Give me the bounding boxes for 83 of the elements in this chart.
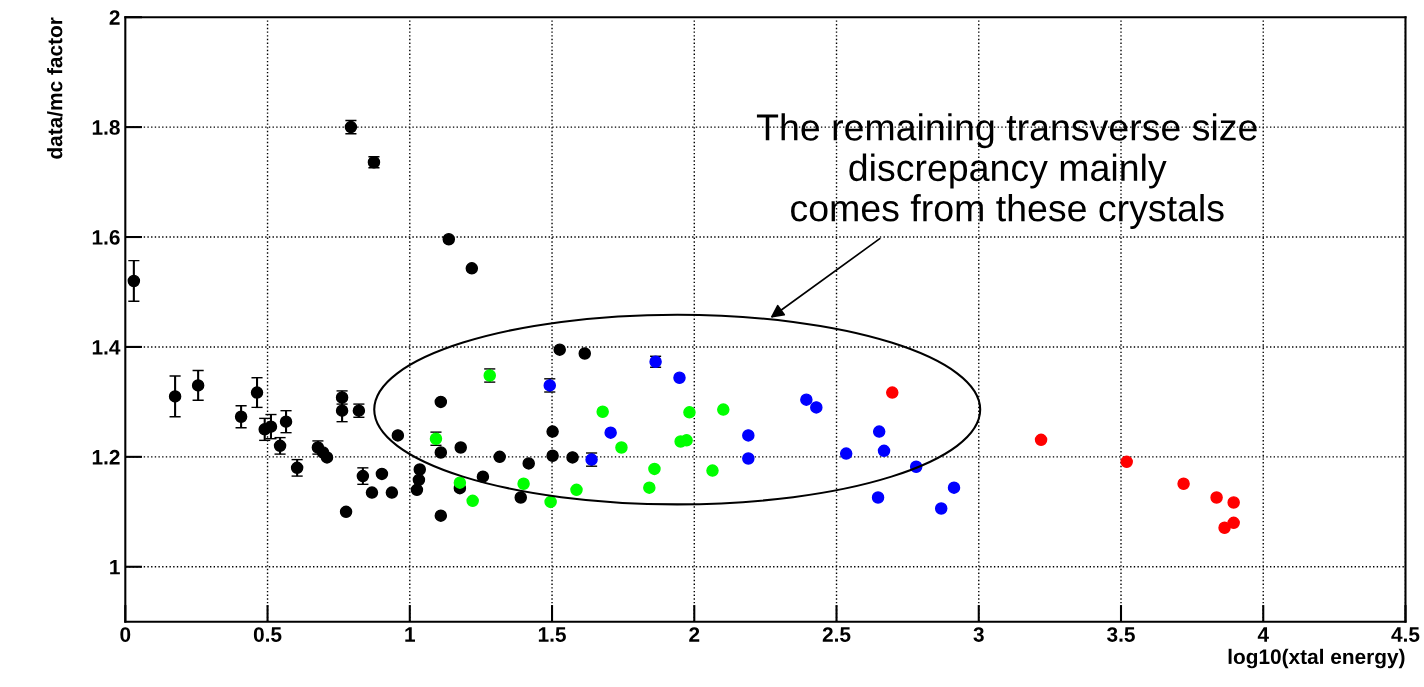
- point: [596, 405, 609, 419]
- point: [578, 347, 592, 360]
- point: [412, 473, 426, 487]
- point: [191, 379, 205, 392]
- point: [434, 395, 448, 409]
- point: [466, 494, 479, 508]
- point: [335, 404, 349, 417]
- point: [544, 495, 557, 509]
- point: [1227, 496, 1240, 509]
- point: [604, 426, 617, 439]
- point: [810, 401, 823, 414]
- point: [886, 386, 899, 399]
- point: [442, 232, 456, 246]
- point: [947, 481, 961, 494]
- point: [706, 464, 719, 477]
- x-tick-label: 0: [120, 627, 131, 642]
- point: [250, 386, 264, 399]
- x-tick-label: 2: [689, 627, 700, 642]
- x-tick-label: 0.5: [253, 627, 282, 642]
- y-tick-label: 1: [110, 559, 120, 575]
- point: [1210, 491, 1223, 504]
- y-axis-title: data/mc factor: [47, 17, 63, 159]
- point: [1034, 433, 1048, 447]
- point: [800, 393, 813, 406]
- point: [391, 429, 405, 442]
- x-axis-title: log10(xtal energy): [1228, 648, 1405, 669]
- y-tick-label: 2: [109, 10, 120, 25]
- point: [434, 446, 448, 459]
- point: [673, 371, 686, 384]
- point: [742, 429, 755, 442]
- annotation: The remaining transverse size discrepancy mainly comes from these crystals: [756, 113, 1257, 229]
- x-tick-label: 3.5: [1107, 627, 1135, 642]
- point: [514, 491, 527, 504]
- y-tick-label: 1.2: [92, 449, 120, 465]
- point: [465, 262, 479, 275]
- x-tick-label: 4.5: [1391, 627, 1420, 642]
- point: [365, 486, 379, 499]
- point: [234, 410, 248, 423]
- point: [339, 505, 353, 519]
- point: [1227, 516, 1240, 530]
- point: [877, 444, 891, 458]
- point: [546, 425, 559, 438]
- point: [279, 415, 293, 428]
- point: [872, 425, 886, 438]
- point: [839, 447, 853, 460]
- point: [517, 477, 530, 491]
- point: [934, 502, 948, 515]
- point: [264, 420, 278, 433]
- point: [385, 486, 399, 499]
- point: [566, 451, 579, 464]
- point: [413, 463, 427, 476]
- point: [410, 483, 424, 497]
- y-tick-label: 1.6: [92, 230, 120, 245]
- x-tick-label: 4: [1257, 627, 1269, 642]
- point: [1177, 477, 1190, 491]
- y-tick-label: 1.4: [92, 340, 121, 355]
- point: [546, 449, 559, 463]
- x-tick-label: 1.5: [538, 627, 566, 642]
- point: [168, 390, 182, 403]
- point: [476, 470, 490, 483]
- point: [570, 483, 583, 497]
- point: [1120, 455, 1133, 469]
- point: [454, 441, 467, 454]
- x-tick-label: 3: [973, 627, 984, 642]
- point: [871, 491, 885, 504]
- point: [717, 403, 730, 416]
- point: [375, 467, 389, 481]
- point: [1218, 521, 1231, 535]
- point: [648, 462, 661, 476]
- point: [434, 509, 448, 522]
- point: [453, 476, 467, 489]
- x-tick-label: 1: [405, 627, 416, 642]
- y-tick-label: 1.8: [92, 120, 120, 135]
- point: [320, 451, 334, 464]
- x-tick-label: 2.5: [822, 627, 851, 642]
- point: [683, 406, 696, 419]
- point: [127, 274, 141, 288]
- point: [553, 343, 566, 356]
- point: [493, 450, 506, 464]
- point: [522, 457, 535, 470]
- point: [742, 452, 755, 465]
- point: [643, 481, 656, 494]
- point: [615, 441, 628, 454]
